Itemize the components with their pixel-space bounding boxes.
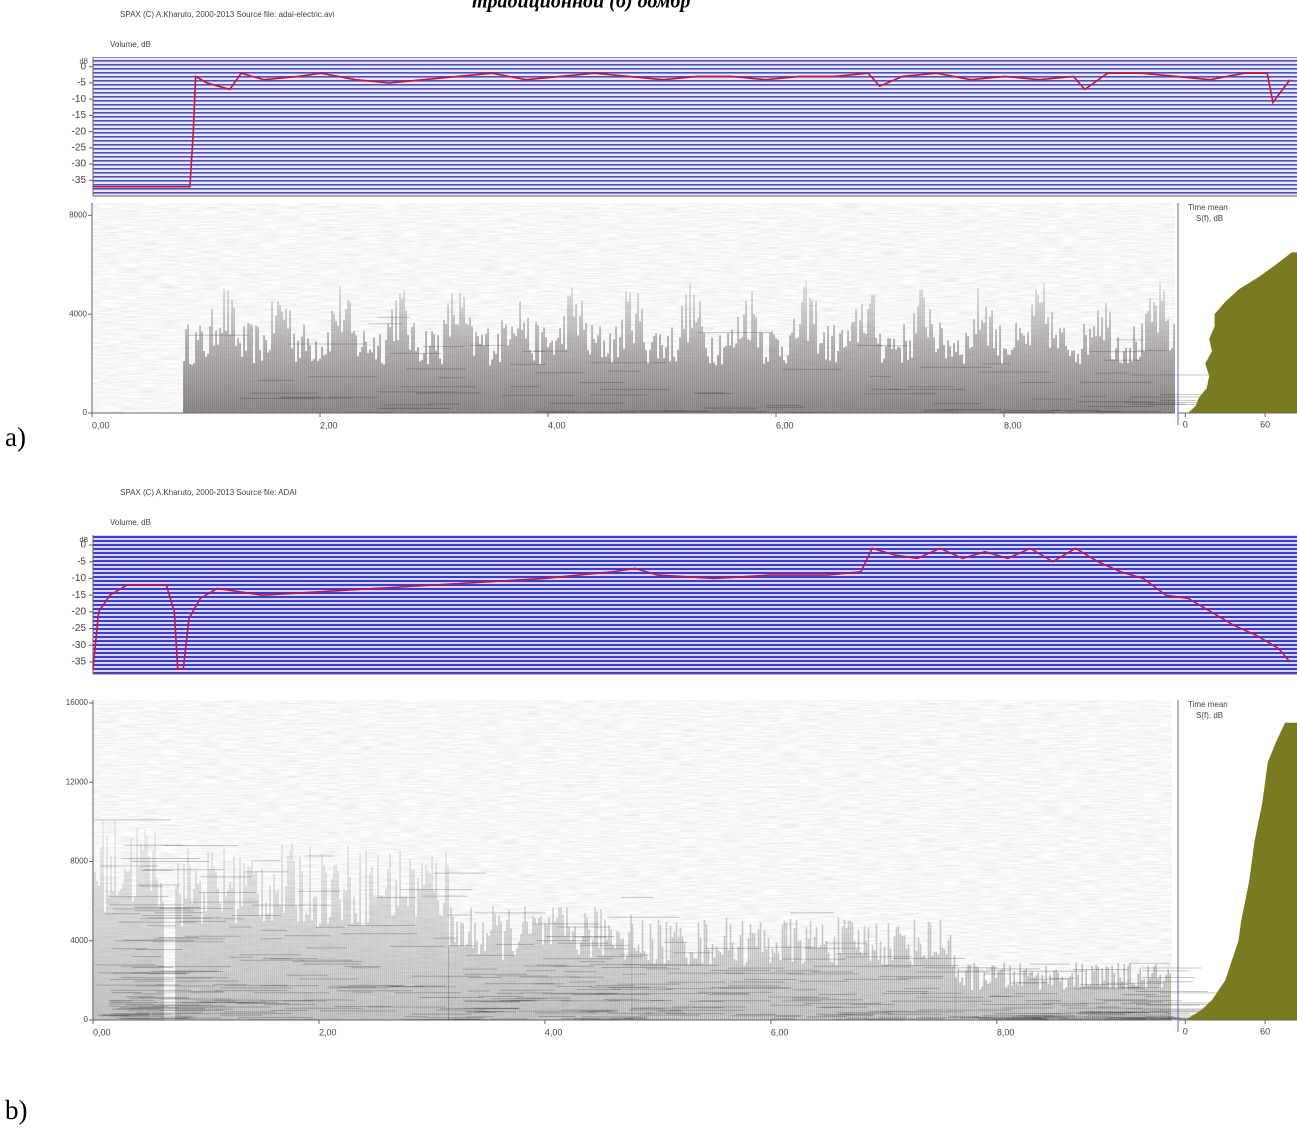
spectrogram-image — [93, 700, 1244, 1020]
x-tick-label: 4,00 — [548, 420, 566, 430]
x-tick-label: 2,00 — [319, 1027, 337, 1037]
caption: традиционной (б) домбр — [472, 0, 690, 13]
x-tick-label: 6,00 — [776, 420, 794, 430]
y-unit: dB — [79, 59, 88, 66]
time-mean-area — [1185, 723, 1297, 1020]
x-tick-label: 6,00 — [771, 1027, 789, 1037]
y-tick-label: -25 — [72, 623, 87, 634]
y-tick-label: 4000 — [69, 309, 87, 318]
title: Time mean — [1188, 700, 1228, 709]
y-tick-label: -30 — [72, 159, 87, 170]
header: SPAX (C) A.Kharuto, 2000-2013 Source fil… — [120, 10, 334, 19]
x-tick-label: 8,00 — [997, 1027, 1015, 1037]
panel-label: a) — [5, 422, 26, 452]
y-tick-label: -25 — [72, 142, 87, 153]
title: Time mean — [1188, 203, 1228, 212]
y-tick-label: -15 — [72, 110, 87, 121]
x-tick-label: 2,00 — [320, 420, 338, 430]
x-tick-label: 0,00 — [93, 1027, 111, 1037]
spectrogram-grain — [93, 700, 1172, 1020]
y-tick-label: -10 — [72, 94, 87, 105]
y-tick-label: -20 — [72, 126, 87, 137]
y-tick-label: 12000 — [66, 777, 89, 786]
y-tick-label: -30 — [72, 640, 87, 651]
x-tick-label: 4,00 — [545, 1027, 563, 1037]
x-tick-label: 60 — [1260, 1026, 1270, 1036]
y-axis-label: Volume, dB — [110, 40, 151, 49]
y-tick-label: -20 — [72, 606, 87, 617]
page: традиционной (б) домбр SPAX (C) A.Kharut… — [0, 0, 1297, 1133]
time-mean-area — [1188, 252, 1297, 413]
x-tick-label: 0 — [1183, 1026, 1188, 1036]
volume-background — [93, 535, 1297, 674]
y-tick-label: 8000 — [69, 210, 87, 219]
spectrogram-grain — [92, 203, 1175, 413]
y-tick-label: -5 — [77, 556, 86, 567]
x-tick-label: 0,00 — [92, 420, 110, 430]
y-tick-label: -10 — [72, 573, 87, 584]
x-tick-label: 8,00 — [1004, 420, 1022, 430]
header: SPAX (C) A.Kharuto, 2000-2013 Source fil… — [120, 488, 297, 497]
x-tick-label: 0 — [1183, 419, 1188, 429]
y-tick-label: 8000 — [70, 857, 88, 866]
y-tick-label: -35 — [72, 175, 87, 186]
x-axis-label: S(f), dB — [1196, 711, 1223, 720]
y-axis-label: Volume, dB — [110, 518, 151, 527]
spectrogram-image — [92, 203, 1210, 413]
panel-label: b) — [5, 1095, 28, 1125]
y-tick-label: 4000 — [70, 936, 88, 945]
y-tick-label: -35 — [72, 657, 87, 668]
y-tick-label: 0 — [84, 1015, 89, 1024]
y-tick-label: -15 — [72, 590, 87, 601]
figure: традиционной (б) домбр SPAX (C) A.Kharut… — [0, 0, 1297, 1133]
y-tick-label: -5 — [77, 78, 86, 89]
y-tick-label: 16000 — [66, 698, 89, 707]
volume-background — [93, 57, 1297, 196]
y-tick-label: 0 — [83, 408, 88, 417]
x-tick-label: 60 — [1260, 419, 1270, 429]
y-unit: dB — [79, 537, 88, 544]
x-axis-label: S(f), dB — [1196, 214, 1223, 223]
